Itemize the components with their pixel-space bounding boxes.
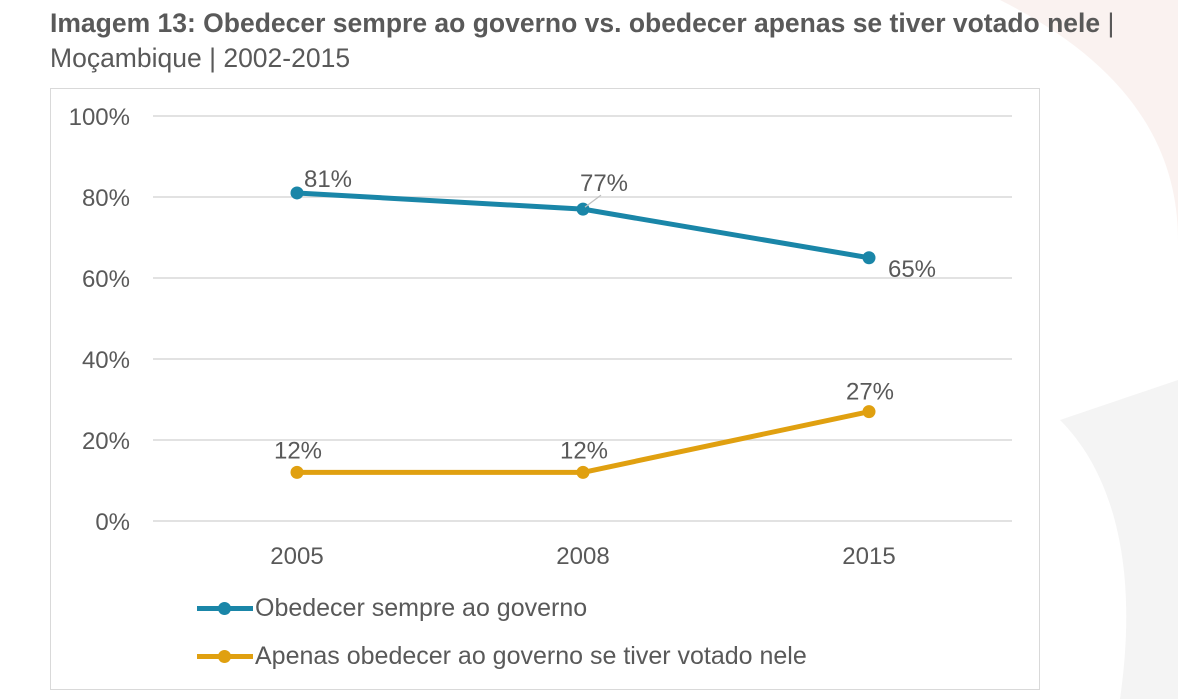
data-point [576, 465, 590, 479]
legend-swatch-series-2 [197, 641, 253, 671]
y-tick-label: 40% [82, 347, 130, 374]
x-tick-label: 2008 [556, 543, 609, 570]
x-tick-label: 2015 [842, 543, 895, 570]
chart-title: Imagem 13: Obedecer sempre ao governo vs… [50, 6, 1175, 76]
title-main: Imagem 13: Obedecer sempre ao governo vs… [50, 8, 1101, 38]
data-label: 81% [304, 166, 352, 193]
legend-label-series-1: Obedecer sempre ao governo [255, 593, 588, 622]
data-label: 12% [560, 437, 608, 464]
data-label: 65% [888, 256, 936, 283]
legend-item-series-2: Apenas obedecer ao governo se tiver vota… [197, 641, 807, 671]
title-separator: | [1100, 8, 1115, 38]
y-tick-label: 0% [95, 509, 130, 536]
title-region: Moçambique [50, 43, 202, 73]
data-point [862, 405, 876, 419]
legend-label-series-2: Apenas obedecer ao governo se tiver vota… [255, 641, 807, 670]
data-label: 27% [846, 379, 894, 406]
data-point [290, 465, 304, 479]
data-label: 12% [274, 437, 322, 464]
y-tick-label: 60% [82, 266, 130, 293]
y-tick-label: 80% [82, 185, 130, 212]
y-tick-label: 20% [82, 428, 130, 455]
data-label: 77% [580, 170, 628, 197]
x-tick-label: 2005 [270, 543, 323, 570]
legend-item-series-1: Obedecer sempre ao governo [197, 593, 587, 623]
chart-frame [50, 88, 1040, 690]
title-years: 2002-2015 [223, 43, 351, 73]
legend-swatch-series-1 [197, 593, 253, 623]
data-point [290, 186, 304, 200]
data-point [862, 251, 876, 265]
title-separator: | [201, 43, 224, 73]
y-tick-label: 100% [69, 104, 130, 131]
data-label-leader [584, 194, 602, 208]
